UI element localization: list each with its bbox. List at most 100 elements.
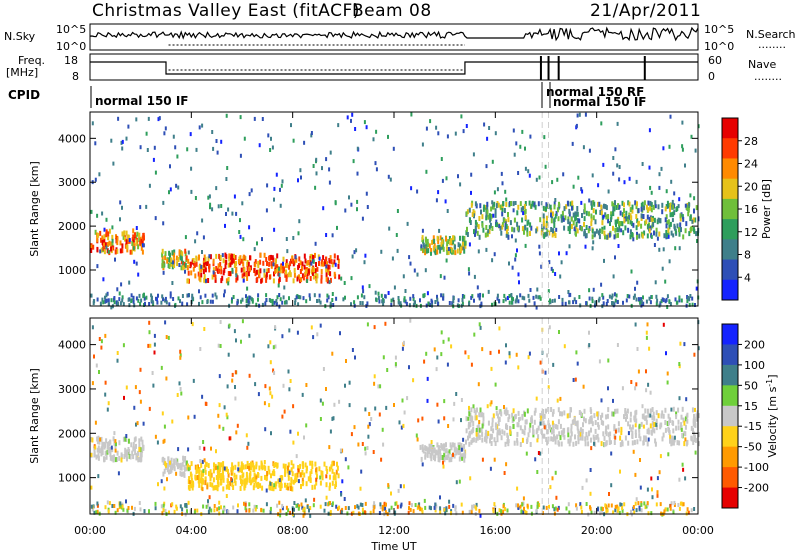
echo-cell bbox=[522, 225, 525, 231]
echo-cell bbox=[567, 226, 570, 232]
echo-cell bbox=[580, 509, 583, 514]
echo-cell bbox=[106, 291, 109, 296]
echo-cell bbox=[107, 302, 110, 307]
echo-cell bbox=[190, 461, 193, 467]
echo-cell bbox=[696, 239, 698, 243]
echo-cell bbox=[591, 296, 594, 301]
echo-cell bbox=[669, 434, 672, 440]
echo-cell bbox=[647, 223, 650, 229]
echo-cell bbox=[139, 302, 142, 306]
echo-cell bbox=[649, 200, 652, 206]
echo-cell bbox=[293, 507, 295, 512]
echo-cell bbox=[516, 431, 519, 437]
echo-cell bbox=[646, 214, 649, 220]
echo-cell bbox=[91, 507, 94, 512]
echo-cell bbox=[294, 255, 297, 260]
echo-cell bbox=[309, 471, 312, 477]
echo-cell bbox=[447, 239, 450, 245]
echo-cell bbox=[439, 248, 442, 254]
echo-cell bbox=[569, 225, 572, 231]
echo-cell bbox=[607, 386, 609, 391]
echo-cell bbox=[508, 201, 511, 206]
echo-cell bbox=[432, 446, 435, 452]
echo-cell bbox=[336, 255, 339, 261]
echo-cell bbox=[580, 200, 583, 205]
echo-cell bbox=[653, 428, 656, 434]
echo-cell bbox=[484, 232, 487, 238]
echo-cell bbox=[486, 433, 489, 439]
echo-cell bbox=[142, 421, 145, 426]
echo-cell bbox=[494, 422, 497, 428]
echo-cell bbox=[664, 407, 667, 413]
echo-cell bbox=[590, 213, 593, 219]
echo-cell bbox=[614, 200, 616, 206]
echo-cell bbox=[459, 246, 462, 252]
echo-cell bbox=[651, 487, 653, 492]
echo-cell bbox=[551, 211, 554, 217]
echo-cell bbox=[96, 297, 99, 302]
echo-cell bbox=[513, 217, 516, 223]
echo-cell bbox=[640, 502, 643, 507]
echo-cell bbox=[524, 208, 527, 214]
echo-cell bbox=[663, 233, 666, 239]
echo-cell bbox=[164, 251, 167, 257]
echo-cell bbox=[693, 208, 695, 214]
echo-cell bbox=[584, 244, 587, 249]
echo-cell bbox=[605, 414, 608, 420]
colorbar-swatch bbox=[722, 426, 738, 448]
echo-cell bbox=[238, 230, 241, 234]
echo-cell bbox=[542, 409, 545, 414]
echo-cell bbox=[169, 252, 171, 258]
echo-cell bbox=[235, 273, 238, 278]
echo-cell bbox=[244, 502, 247, 507]
echo-cell bbox=[554, 470, 557, 475]
echo-cell bbox=[113, 504, 116, 508]
echo-cell bbox=[516, 437, 519, 443]
echo-cell bbox=[295, 503, 298, 508]
echo-cell bbox=[125, 239, 128, 245]
echo-cell bbox=[596, 507, 599, 512]
echo-cell bbox=[242, 261, 245, 267]
echo-cell bbox=[107, 509, 110, 514]
echo-cell bbox=[439, 495, 441, 500]
echo-cell bbox=[203, 274, 206, 280]
echo-cell bbox=[549, 485, 552, 490]
echo-cell bbox=[127, 124, 130, 129]
echo-cell bbox=[173, 263, 176, 269]
echo-cell bbox=[648, 128, 651, 133]
freq-label-1: Freq. bbox=[18, 54, 45, 67]
echo-cell bbox=[565, 506, 568, 511]
echo-cell bbox=[685, 221, 688, 227]
colorbar-swatch bbox=[722, 219, 738, 240]
echo-cell bbox=[203, 277, 206, 283]
echo-cell bbox=[657, 204, 660, 210]
echo-cell bbox=[116, 358, 119, 363]
echo-cell bbox=[142, 236, 145, 241]
echo-cell bbox=[436, 235, 439, 241]
echo-cell bbox=[289, 261, 292, 267]
echo-cell bbox=[412, 297, 415, 301]
echo-cell bbox=[228, 436, 231, 441]
echo-cell bbox=[222, 510, 225, 515]
echo-cell bbox=[410, 503, 413, 508]
echo-cell bbox=[651, 217, 654, 223]
echo-cell bbox=[664, 206, 667, 212]
colorbar-swatch bbox=[722, 259, 738, 281]
echo-cell bbox=[293, 267, 296, 273]
echo-cell bbox=[366, 205, 369, 209]
echo-cell bbox=[243, 267, 246, 273]
echo-cell bbox=[310, 253, 313, 259]
echo-cell bbox=[198, 275, 201, 281]
echo-cell bbox=[610, 451, 613, 456]
echo-cell bbox=[198, 301, 200, 306]
echo-cell bbox=[181, 507, 184, 512]
echo-cell bbox=[242, 278, 245, 283]
echo-cell bbox=[184, 235, 187, 240]
echo-cell bbox=[394, 501, 397, 506]
echo-cell bbox=[255, 464, 258, 470]
echo-cell bbox=[116, 351, 119, 355]
echo-cell bbox=[635, 508, 638, 513]
echo-cell bbox=[402, 423, 405, 428]
echo-cell bbox=[557, 216, 560, 222]
echo-cell bbox=[599, 511, 602, 516]
